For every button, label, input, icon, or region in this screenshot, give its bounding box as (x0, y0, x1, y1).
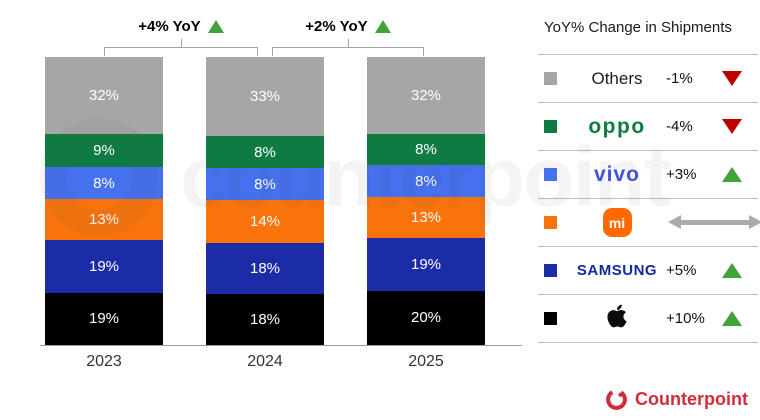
yoy-change-value: -4% (666, 118, 693, 135)
legend-row-samsung: SAMSUNG +5% (538, 246, 758, 294)
oppo-logo: oppo (588, 114, 646, 138)
x-axis-label-2023: 2023 (86, 353, 122, 370)
down-triangle-icon (722, 119, 742, 134)
legend-swatch (544, 168, 557, 181)
up-triangle-icon (722, 167, 742, 182)
legend-swatch (544, 312, 557, 325)
bar-segment: 20 (367, 290, 485, 345)
bar-segment: 8 (206, 136, 324, 169)
xiaomi-mi-logo: mi (602, 208, 632, 237)
segment-value-label: 18 (250, 311, 280, 328)
others-label: Others (591, 68, 643, 88)
counterpoint-logo-text: Counterpoint (635, 389, 748, 409)
segment-value-label: 8 (254, 176, 276, 193)
segment-value-label: 32 (89, 87, 119, 104)
counterpoint-ring-icon (605, 388, 628, 411)
yoy-change-value: +5% (666, 262, 697, 279)
legend-panel: YoY% Change in Shipments Others -1% oppo… (538, 0, 760, 343)
segment-value-label: 20 (411, 309, 441, 326)
bar-segment: 32 (45, 57, 163, 134)
segment-value-label: 8 (93, 175, 115, 192)
bar-segment: 13 (367, 197, 485, 239)
yoy-change-value: -1% (666, 70, 693, 87)
segment-value-label: 19 (89, 310, 119, 327)
legend-row-oppo: oppo -4% (538, 102, 758, 150)
up-triangle-icon (722, 263, 742, 278)
segment-value-label: 9 (93, 142, 115, 159)
bracket-tick (348, 39, 349, 48)
yoy-annotation-2023-2024: +4% YoY (104, 16, 258, 36)
segment-value-label: 18 (250, 260, 280, 277)
yoy-annotation-label: +2% YoY (305, 17, 368, 35)
segment-value-label: 13 (89, 211, 119, 228)
legend-row-vivo: vivo +3% (538, 150, 758, 198)
bar-segment: 18 (206, 243, 324, 295)
x-axis-label-2025: 2025 (408, 353, 444, 370)
legend-swatch (544, 120, 557, 133)
segment-value-label: 19 (411, 256, 441, 273)
down-triangle-icon (722, 71, 742, 86)
bar-segment: 8 (367, 165, 485, 198)
bar-segment: 14 (206, 200, 324, 244)
yoy-annotation-2024-2025: +2% YoY (272, 16, 424, 36)
legend-swatch (544, 216, 557, 229)
vivo-logo: vivo (593, 162, 641, 186)
apple-logo-icon (606, 303, 628, 334)
bar-segment: 19 (45, 292, 163, 345)
bracket-tick (181, 39, 182, 48)
segment-value-label: 33 (250, 88, 280, 105)
bar-segment: 19 (45, 240, 163, 293)
segment-value-label: 8 (415, 141, 437, 158)
bar-segment: 8 (206, 168, 324, 201)
up-triangle-icon (207, 19, 224, 33)
bar-segment: 32 (367, 57, 485, 134)
comparison-bracket (104, 47, 258, 56)
counterpoint-logo: Counterpoint (605, 388, 748, 411)
stacked-bar-2025: 32 8 8 13 19 20 (367, 57, 485, 345)
bar-segment: 13 (45, 199, 163, 241)
bar-segment: 18 (206, 294, 324, 345)
legend-row-apple: +10% (538, 294, 758, 342)
stacked-bar-2024: 33 8 8 14 18 18 (206, 57, 324, 345)
yoy-change-value: +10% (666, 310, 705, 327)
legend-divider (538, 342, 758, 343)
segment-value-label: 8 (415, 173, 437, 190)
legend-title: YoY% Change in Shipments (544, 18, 732, 36)
segment-value-label: 19 (89, 258, 119, 275)
segment-value-label: 14 (250, 213, 280, 230)
legend-swatch (544, 72, 557, 85)
segment-value-label: 8 (254, 144, 276, 161)
x-axis-label-2024: 2024 (247, 353, 283, 370)
yoy-annotation-label: +4% YoY (138, 17, 201, 35)
yoy-change-value: +3% (666, 166, 697, 183)
bar-segment: 9 (45, 133, 163, 168)
x-axis-line (40, 345, 522, 346)
up-triangle-icon (374, 19, 391, 33)
samsung-logo: SAMSUNG (576, 262, 658, 279)
stacked-bar-2023: 32 9 8 13 19 19 (45, 57, 163, 345)
segment-value-label: 13 (411, 209, 441, 226)
bar-segment: 19 (367, 238, 485, 291)
bar-segment: 8 (45, 167, 163, 200)
bar-segment: 33 (206, 57, 324, 136)
legend-swatch (544, 264, 557, 277)
bar-segment: 8 (367, 133, 485, 166)
segment-value-label: 32 (411, 87, 441, 104)
up-triangle-icon (722, 311, 742, 326)
legend-row-others: Others -1% (538, 54, 758, 102)
comparison-bracket (272, 47, 424, 56)
legend-row-xiaomi: mi (538, 198, 760, 246)
flat-double-arrow-icon (668, 215, 760, 229)
